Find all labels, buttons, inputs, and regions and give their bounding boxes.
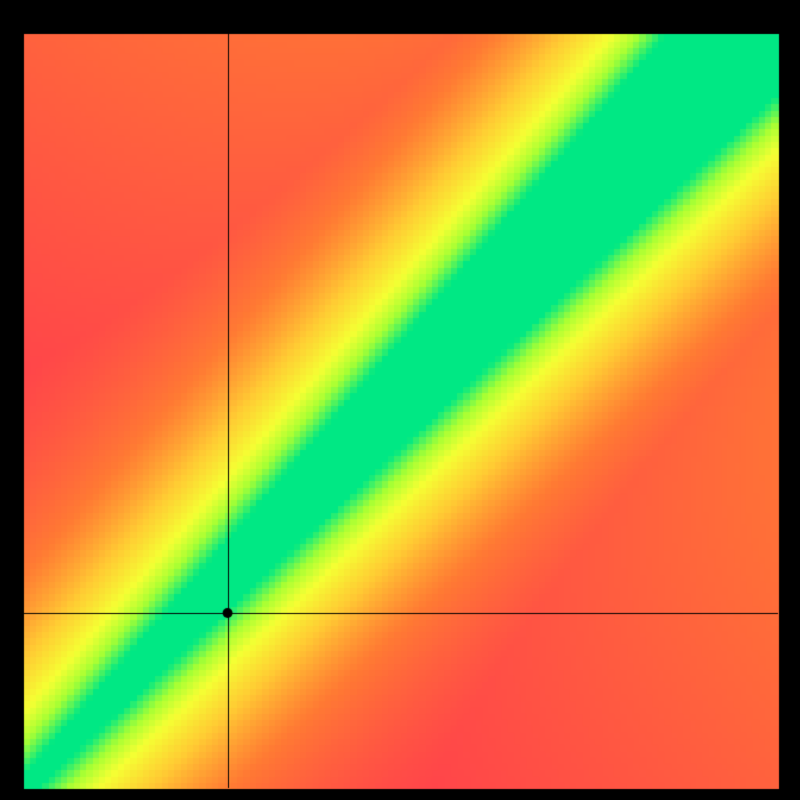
bottleneck-heatmap	[0, 0, 800, 800]
